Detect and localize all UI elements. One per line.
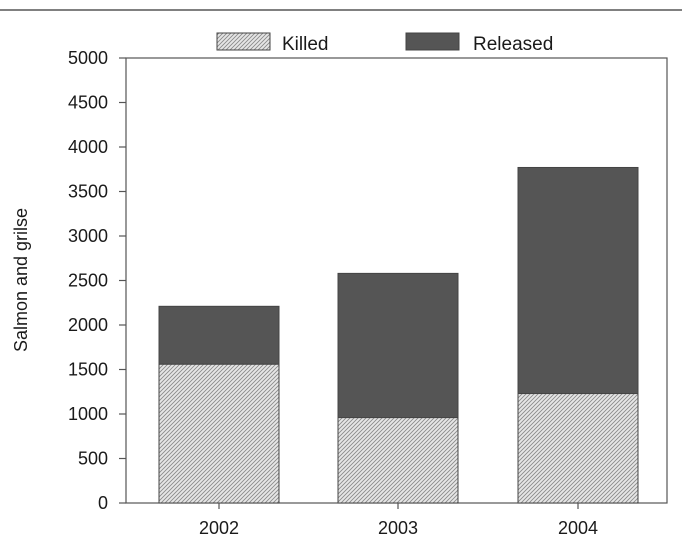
y-tick-label: 2000 <box>68 315 108 335</box>
legend-item-killed: Killed <box>216 32 328 55</box>
y-axis-title: Salmon and grilse <box>11 208 31 352</box>
bar-killed-2004 <box>517 393 639 504</box>
y-tick-label: 4500 <box>68 93 108 113</box>
legend-swatch-killed <box>216 32 271 51</box>
x-tick-label: 2003 <box>378 518 418 538</box>
y-tick-label: 3500 <box>68 182 108 202</box>
y-tick-label: 1500 <box>68 360 108 380</box>
y-tick-label: 1000 <box>68 404 108 424</box>
y-tick-label: 4000 <box>68 137 108 157</box>
y-tick-label: 2500 <box>68 271 108 291</box>
legend-item-released: Released <box>405 32 553 55</box>
x-tick-label: 2004 <box>558 518 598 538</box>
bar-killed-2002 <box>158 363 280 504</box>
y-tick-label: 5000 <box>68 48 108 68</box>
legend: Killed Released <box>216 32 553 55</box>
legend-label-killed: Killed <box>282 34 328 55</box>
bar-killed-2003 <box>337 417 459 504</box>
y-axis: 0 500 1000 1500 2000 2500 3000 3500 4000 4500 5000 <box>68 48 126 513</box>
bar-released-2002 <box>158 305 280 365</box>
legend-label-released: Released <box>473 34 553 55</box>
bar-released-2004 <box>517 166 639 395</box>
legend-swatch-released <box>405 32 460 51</box>
y-tick-label: 0 <box>98 493 108 513</box>
bar-released-2003 <box>337 272 459 419</box>
x-axis: 2002 2003 2004 <box>199 503 598 538</box>
x-tick-label: 2002 <box>199 518 239 538</box>
y-tick-label: 3000 <box>68 226 108 246</box>
y-tick-label: 500 <box>78 449 108 469</box>
bars <box>158 166 639 504</box>
